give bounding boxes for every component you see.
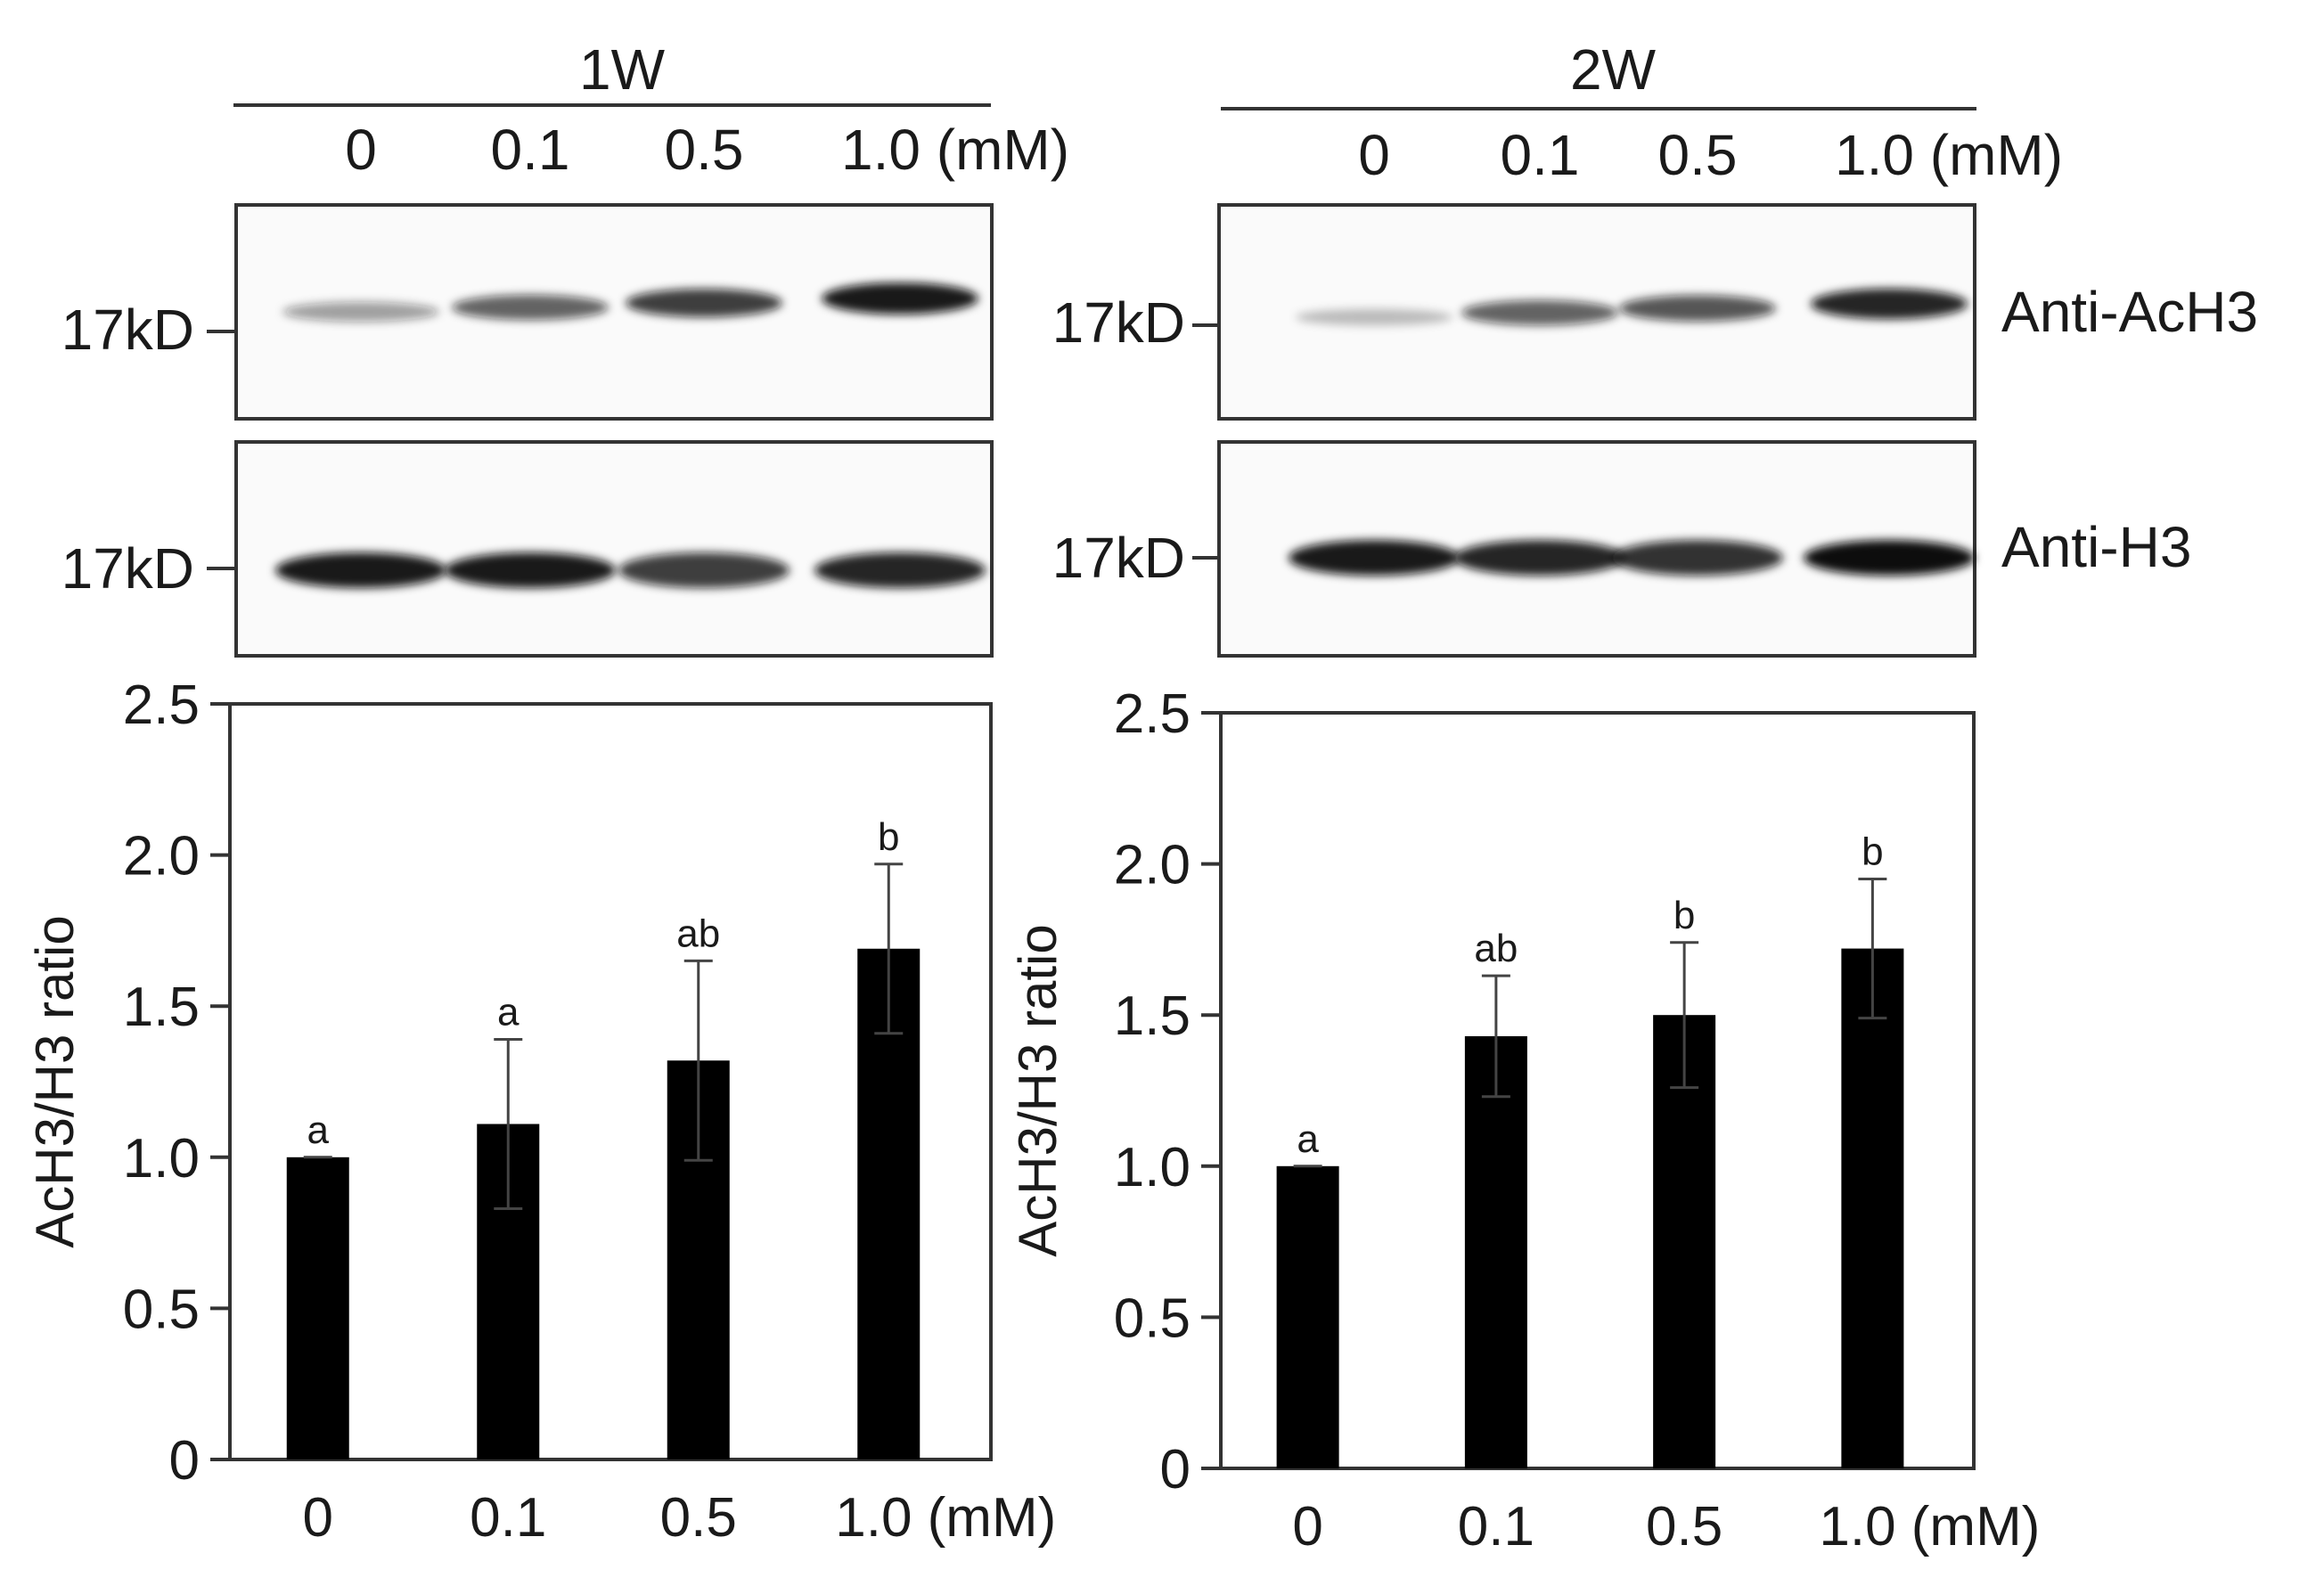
- lane-label-2w-0: 0: [1358, 123, 1390, 187]
- band-group: [282, 282, 978, 323]
- blot-band: [452, 294, 609, 321]
- panel-2w: 2W 0 0.1 0.5 1.0 (mM) 17kD Anti-AcH3 17k…: [1008, 37, 2258, 1557]
- x-tick-label: 0: [1292, 1496, 1322, 1557]
- plot-frame: [228, 702, 993, 1461]
- bar: [286, 1157, 349, 1459]
- band-group: [1296, 288, 1968, 326]
- blot-1w-h3: 17kD: [61, 440, 994, 658]
- y-tick-label: 0.5: [1114, 1288, 1191, 1349]
- y-tick-label: 2.0: [123, 826, 200, 887]
- y-axis-label: AcH3/H3 ratio: [25, 915, 85, 1247]
- bar-chart-1w: 0 0.5 1.0 1.5 2.0 2.5 AcH3/H3 ratio a 0 a 0.1 ab 0.5…: [25, 674, 1056, 1549]
- marker-label: 17kD: [1052, 526, 1185, 590]
- significance-label: a: [1297, 1117, 1319, 1161]
- y-tick-label: 0: [1160, 1439, 1191, 1500]
- blot-band: [275, 552, 446, 588]
- antibody-label-ach3: Anti-AcH3: [2001, 280, 2258, 344]
- lane-label-2w-3: 1.0 (mM): [1835, 123, 2063, 187]
- blot-2w-ach3: 17kD Anti-AcH3: [1052, 203, 2258, 421]
- blot-band: [1612, 540, 1783, 576]
- blot-band: [1811, 288, 1968, 320]
- y-tick-label: 2.5: [1114, 683, 1191, 745]
- significance-label: ab: [1474, 927, 1518, 970]
- lane-label-2w-2: 0.5: [1658, 123, 1738, 187]
- x-tick-label: 0.5: [660, 1487, 737, 1549]
- x-tick-label: 0.1: [1458, 1496, 1534, 1557]
- marker-label: 17kD: [61, 536, 194, 601]
- plot-frame: [1219, 711, 1976, 1470]
- y-tick-label: 2.5: [123, 674, 200, 736]
- lane-label-2w-1: 0.1: [1501, 123, 1580, 187]
- marker-label: 17kD: [1052, 290, 1185, 355]
- y-tick-label: 0: [169, 1430, 200, 1492]
- blot-band: [822, 282, 978, 315]
- panel-1w: 1W 0 0.1 0.5 1.0 (mM) 17kD 17kD 0 0.5 1.0 1…: [25, 37, 1069, 1549]
- time-label-2w: 2W: [1570, 37, 1657, 102]
- antibody-label-h3: Anti-H3: [2001, 515, 2191, 579]
- lane-label-1w-0: 0: [345, 118, 377, 182]
- x-tick-label: 0: [303, 1487, 333, 1549]
- blot-band: [1619, 295, 1776, 322]
- blot-band: [618, 552, 790, 588]
- blot-band: [1289, 540, 1460, 576]
- lane-label-1w-2: 0.5: [665, 118, 744, 182]
- significance-label: b: [1862, 830, 1883, 874]
- blot-band: [1296, 308, 1452, 326]
- lane-label-1w-3: 1.0 (mM): [841, 118, 1069, 182]
- x-tick-label: 0.1: [470, 1487, 546, 1549]
- blot-band: [626, 289, 782, 317]
- time-label-1w: 1W: [579, 37, 666, 102]
- blot-frame: [234, 440, 994, 658]
- y-tick-label: 1.5: [123, 977, 200, 1038]
- bar: [1841, 948, 1904, 1468]
- significance-label: a: [307, 1108, 330, 1152]
- lane-label-1w-1: 0.1: [491, 118, 570, 182]
- band-group: [275, 552, 986, 588]
- x-tick-label: 1.0 (mM): [1819, 1496, 2040, 1557]
- blot-band: [1804, 540, 1975, 576]
- bar: [1276, 1165, 1339, 1468]
- significance-label: b: [1673, 894, 1695, 937]
- y-tick-label: 1.0: [1114, 1137, 1191, 1198]
- marker-label: 17kD: [61, 298, 194, 362]
- bar: [1464, 1035, 1527, 1468]
- y-tick-label: 1.0: [123, 1128, 200, 1190]
- blot-band: [282, 301, 439, 323]
- bar-chart-2w: 0 0.5 1.0 1.5 2.0 2.5 AcH3/H3 ratio a 0 ab 0.1 b 0.5…: [1008, 683, 2040, 1557]
- significance-label: b: [878, 815, 899, 859]
- y-tick-label: 2.0: [1114, 835, 1191, 896]
- x-tick-label: 1.0 (mM): [835, 1487, 1056, 1549]
- blot-band: [445, 552, 616, 588]
- bar: [1653, 1015, 1716, 1468]
- blot-band: [1461, 299, 1618, 326]
- blot-1w-ach3: 17kD: [61, 203, 994, 421]
- y-axis-label: AcH3/H3 ratio: [1008, 924, 1068, 1256]
- band-group: [1289, 540, 1975, 576]
- blot-2w-h3: 17kD Anti-H3: [1052, 440, 2191, 658]
- significance-label: ab: [676, 912, 720, 955]
- significance-label: a: [497, 991, 520, 1034]
- x-tick-label: 0.5: [1646, 1496, 1723, 1557]
- blot-band: [814, 552, 986, 588]
- blot-band: [1454, 540, 1625, 576]
- y-tick-label: 1.5: [1114, 985, 1191, 1047]
- y-tick-label: 0.5: [123, 1279, 200, 1340]
